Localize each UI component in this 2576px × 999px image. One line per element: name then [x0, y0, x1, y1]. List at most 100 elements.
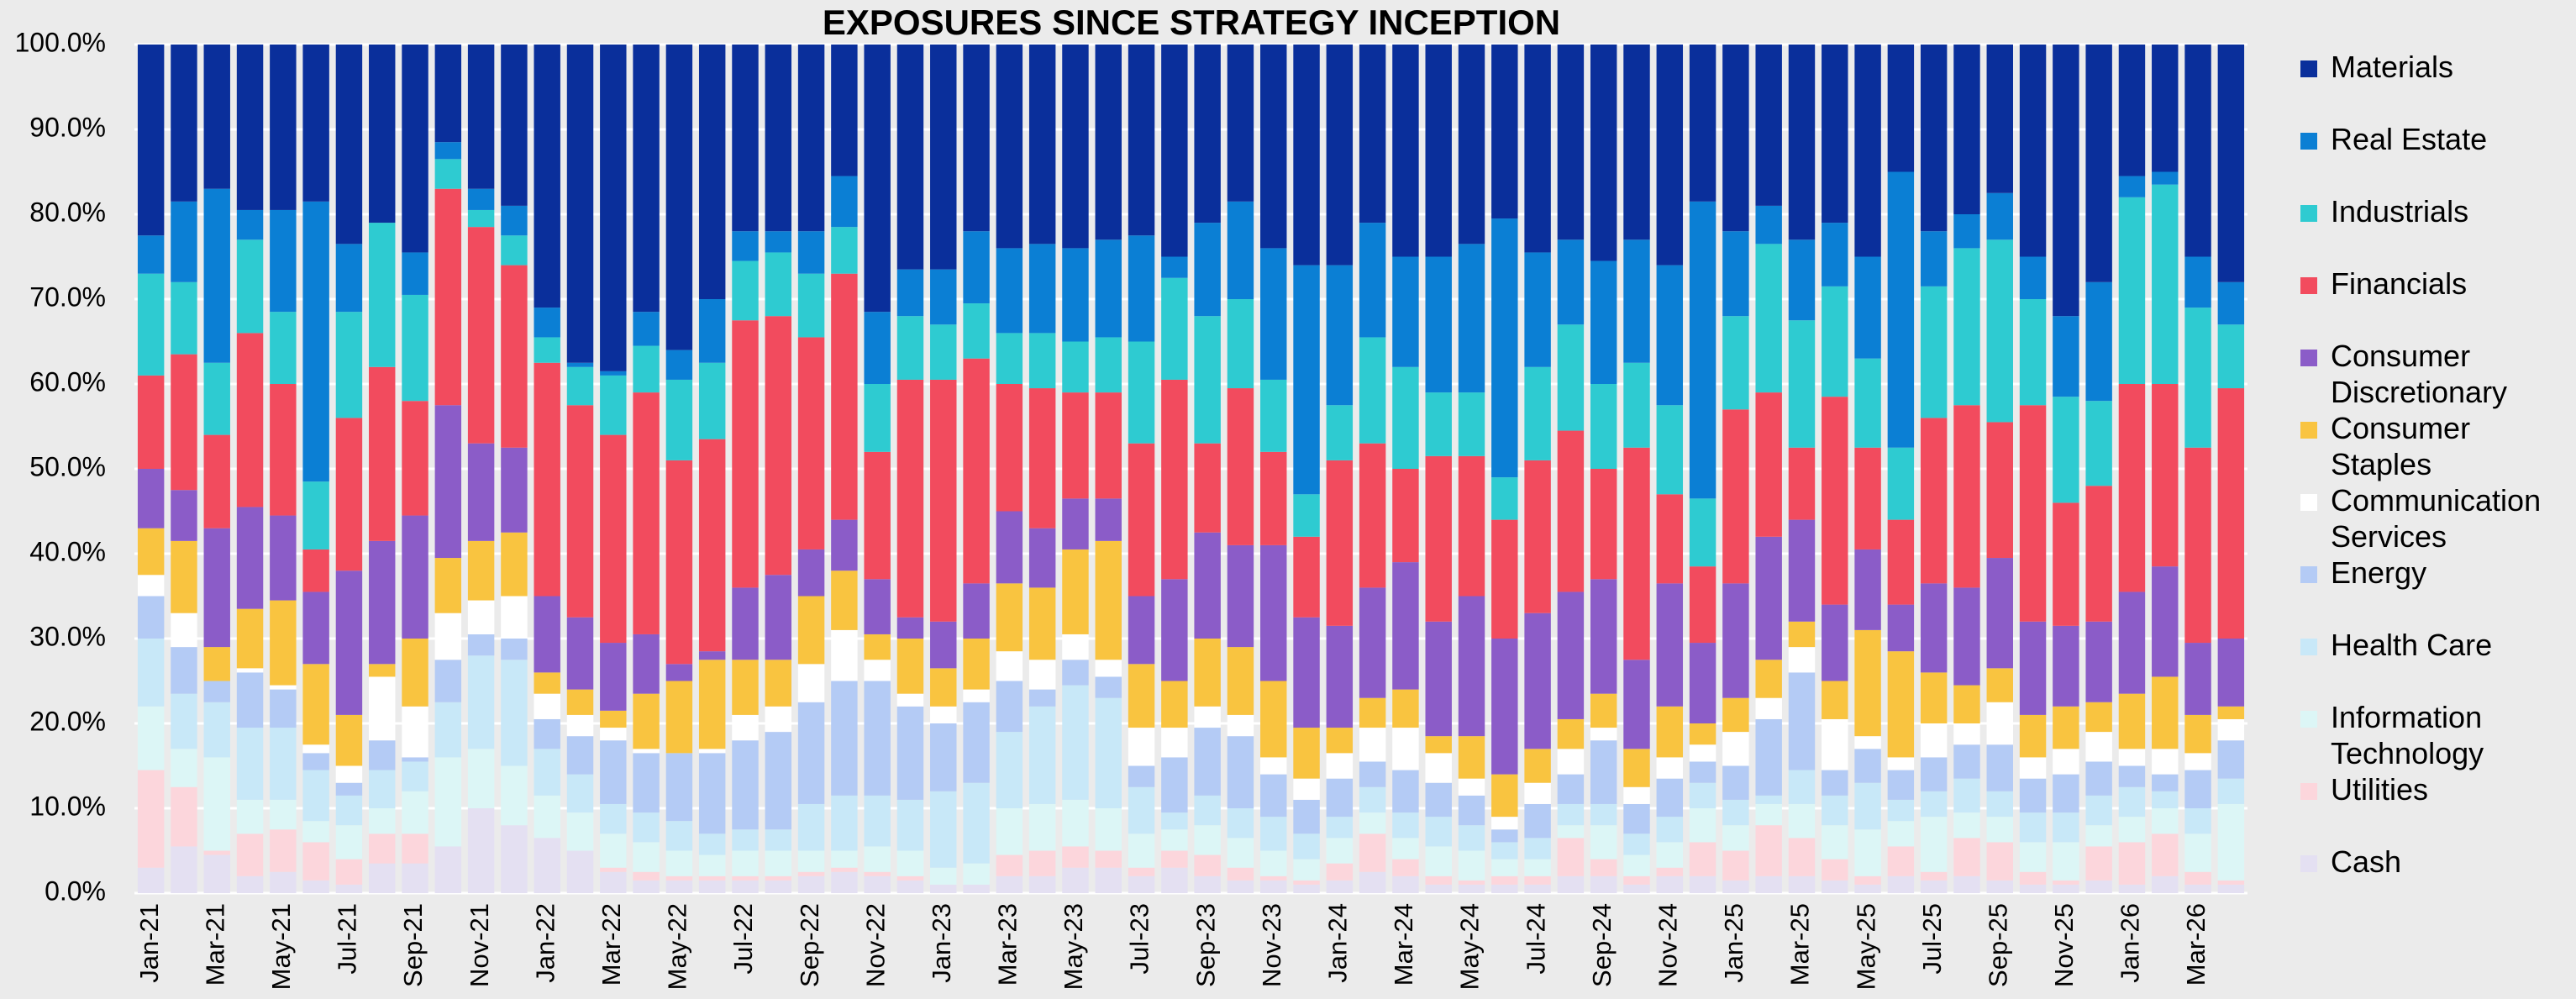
bar-segment — [930, 621, 957, 669]
bar-segment — [831, 570, 858, 630]
bar-segment — [1260, 817, 1287, 851]
bar-segment — [864, 634, 891, 660]
bar-segment — [1822, 718, 1848, 770]
bar-segment — [1854, 549, 1881, 630]
bar-segment — [335, 418, 363, 571]
bar-segment — [236, 239, 264, 334]
bar-segment — [963, 358, 990, 584]
bar-segment — [1194, 45, 1221, 223]
bar-segment — [1161, 45, 1188, 257]
x-tick-label: Mar-24 — [1389, 903, 1418, 986]
bar-segment — [171, 693, 197, 749]
bar-segment — [1590, 579, 1617, 694]
bar-segment — [1722, 880, 1749, 893]
bar-segment — [2118, 693, 2146, 749]
bar-segment — [896, 706, 924, 800]
bar-segment — [1491, 774, 1518, 818]
x-tick-label: Jul-22 — [728, 903, 758, 974]
bar-segment — [1458, 455, 1485, 597]
bar-segment — [2118, 786, 2146, 818]
bar-segment — [302, 753, 329, 770]
bar-segment — [963, 303, 990, 359]
bar-segment — [996, 651, 1023, 681]
bar-segment — [566, 405, 594, 618]
bar-segment — [600, 371, 627, 376]
bar-segment — [1392, 469, 1419, 563]
bar-segment — [1028, 587, 1056, 660]
bar-segment — [137, 575, 165, 597]
bar-segment — [534, 838, 560, 893]
bar-segment — [1359, 728, 1386, 762]
bar-segment — [1656, 778, 1684, 818]
bar-segment — [501, 205, 528, 236]
bar-segment — [1524, 366, 1551, 460]
bar-segment — [1293, 880, 1320, 885]
bar-segment — [2152, 676, 2179, 749]
bar-segment — [896, 269, 924, 317]
bar-segment — [1095, 337, 1122, 393]
bar-segment — [236, 45, 264, 210]
bar-segment — [1986, 817, 2013, 843]
bar-segment — [1392, 859, 1419, 876]
bar-segment — [1326, 817, 1354, 839]
bar-segment — [1953, 587, 1980, 686]
bar-segment — [1986, 668, 2013, 702]
bar-segment — [1822, 859, 1848, 881]
bar-segment — [1986, 45, 2013, 193]
bar-segment — [797, 875, 825, 893]
bar-segment — [1689, 566, 1716, 644]
legend-label: Information Technology — [2331, 700, 2484, 770]
bar-segment — [1887, 651, 1915, 758]
bar-segment — [1161, 379, 1188, 580]
bar-segment — [1822, 825, 1848, 860]
bar-segment — [1887, 604, 1915, 652]
bar-segment — [137, 45, 165, 236]
bar-segment — [896, 379, 924, 618]
bar-segment — [1920, 286, 1948, 418]
bar-segment — [2019, 778, 2047, 813]
bar-segment — [797, 273, 825, 338]
bar-segment — [633, 345, 660, 393]
bar-segment — [963, 689, 990, 702]
bar-segment — [1326, 778, 1354, 818]
bar-segment — [1095, 660, 1122, 677]
bar-segment — [270, 312, 297, 384]
bar-segment — [1194, 825, 1221, 855]
bar-segment — [534, 795, 560, 839]
bar-segment — [137, 639, 165, 707]
bar-segment — [1161, 579, 1188, 681]
bar-segment — [896, 693, 924, 707]
bar-segment — [302, 481, 329, 549]
x-tick-label: Nov-23 — [1257, 903, 1286, 987]
bar-segment — [1128, 596, 1155, 665]
bar-segment — [1920, 880, 1948, 893]
bar-segment — [1028, 850, 1056, 876]
bar-segment — [732, 660, 759, 715]
x-tick-label: Sep-22 — [795, 903, 824, 987]
bar-segment — [1293, 728, 1320, 779]
bar-segment — [1392, 812, 1419, 839]
x-tick-label: Jul-24 — [1521, 903, 1550, 974]
bar-segment — [1425, 753, 1452, 783]
bar-segment — [1128, 443, 1155, 597]
bar-segment — [2152, 774, 2179, 791]
bar-segment — [434, 702, 462, 758]
x-tick-label: Mar-23 — [993, 903, 1023, 986]
y-tick-label: 60.0% — [29, 366, 106, 397]
bar-segment — [2118, 884, 2146, 893]
bar-segment — [236, 799, 264, 834]
bar-segment — [369, 223, 396, 367]
bar-segment — [930, 668, 957, 707]
bar-segment — [467, 227, 495, 444]
bar-segment — [402, 252, 428, 295]
x-tick-label: May-22 — [663, 903, 692, 990]
bar-segment — [302, 45, 329, 202]
bar-segment — [2019, 405, 2047, 622]
bar-segment — [2085, 825, 2112, 847]
bar-segment — [1656, 494, 1684, 584]
bar-segment — [831, 273, 858, 520]
bar-segment — [665, 880, 693, 893]
bar-segment — [1887, 757, 1915, 770]
bar-segment — [1557, 749, 1585, 775]
bar-segment — [1458, 778, 1485, 796]
